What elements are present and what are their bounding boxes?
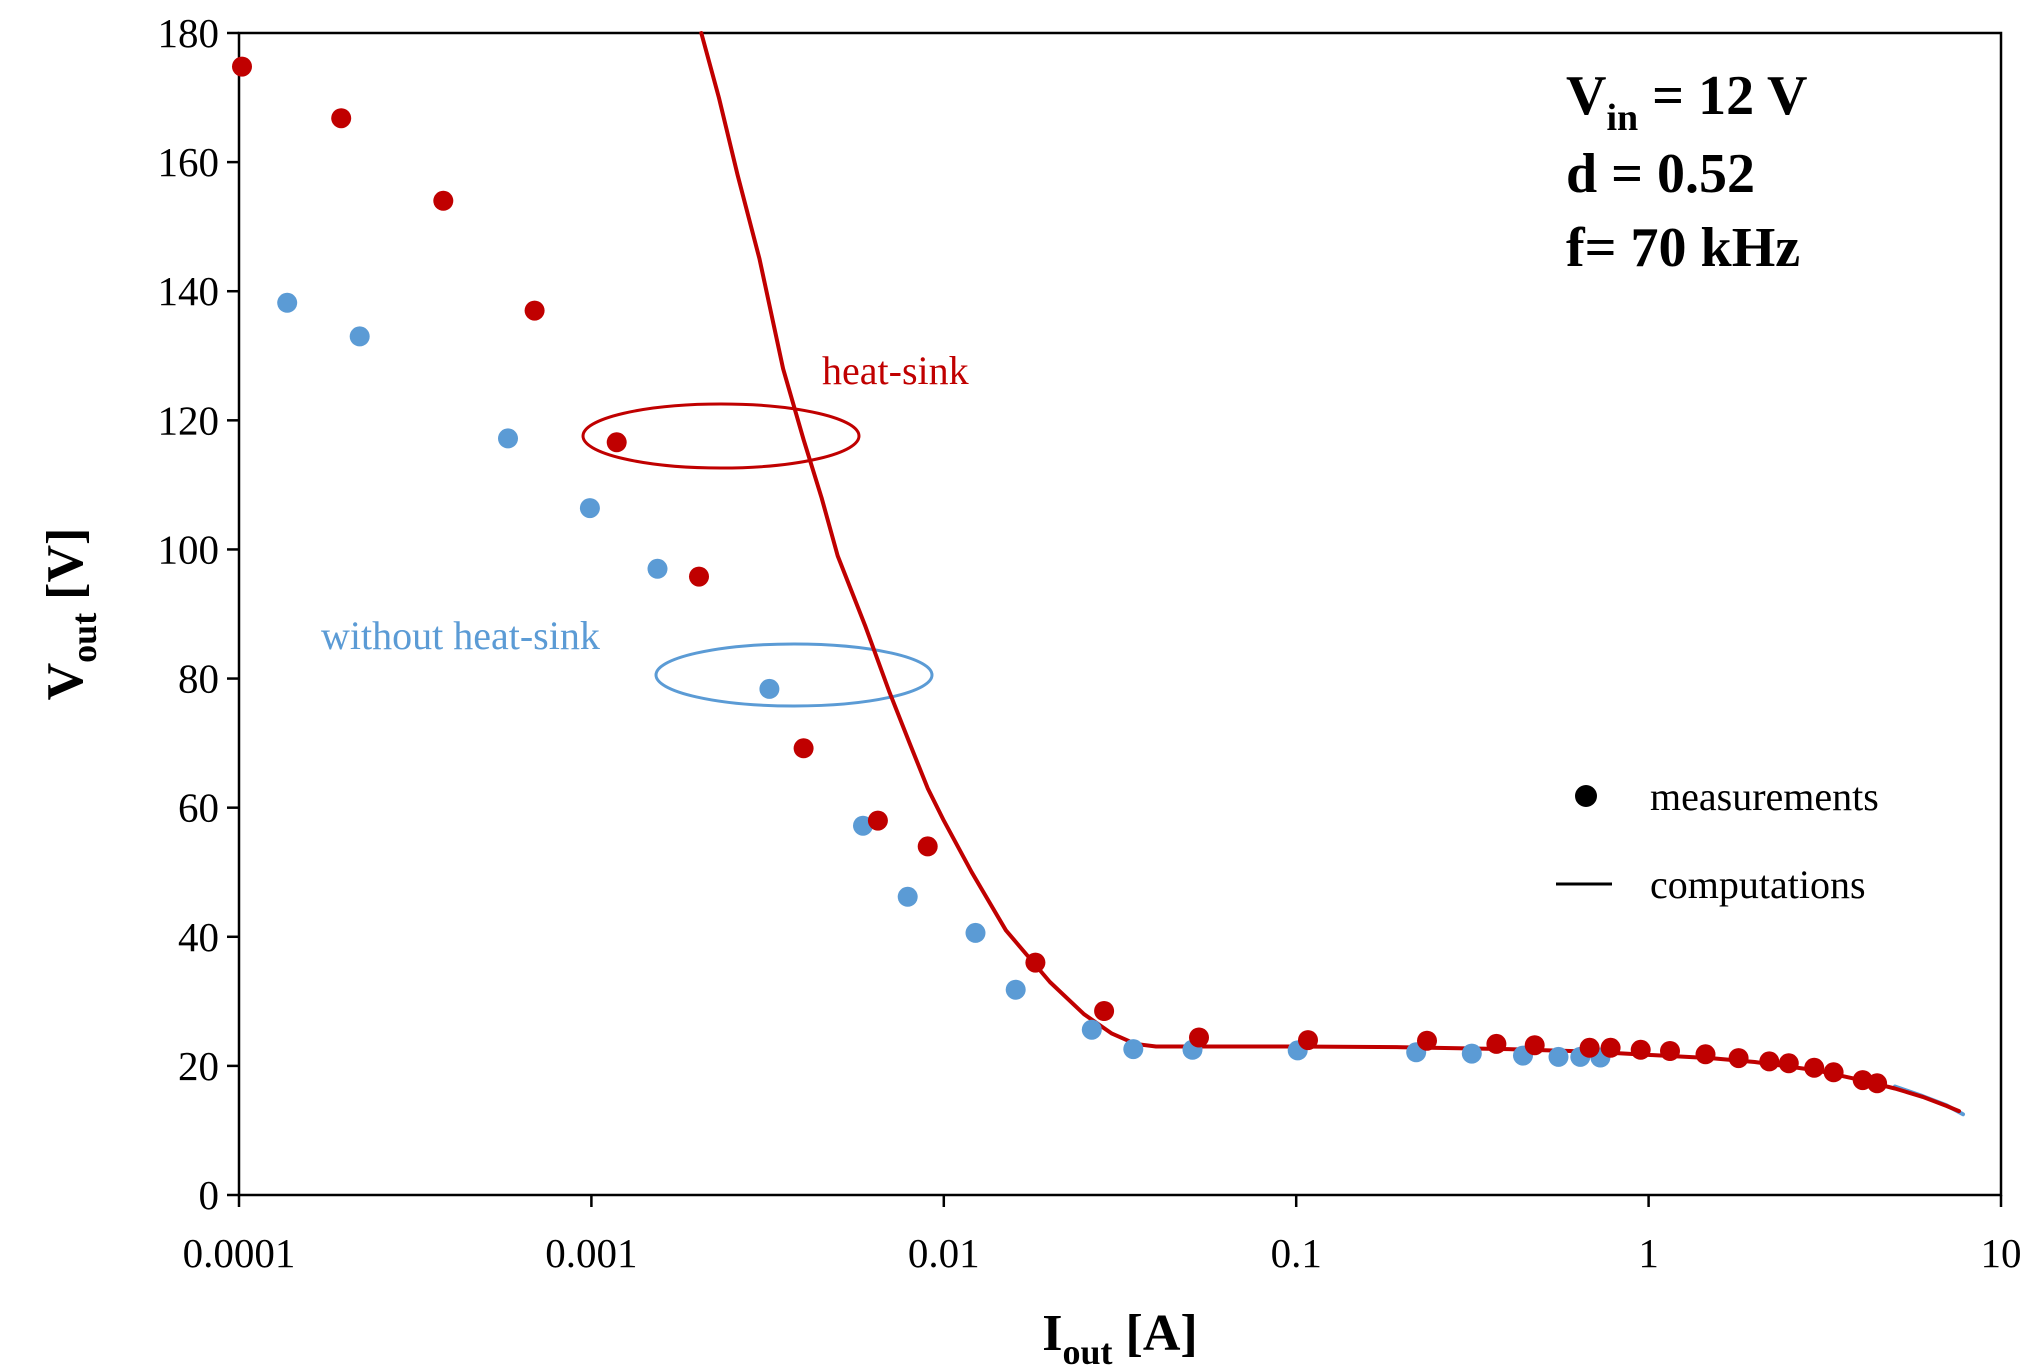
y-tick-label: 180 bbox=[158, 10, 220, 56]
y-axis-title-main: V bbox=[37, 663, 94, 701]
data-point bbox=[1486, 1033, 1507, 1054]
x-axis-title-sub: out bbox=[1063, 1332, 1113, 1371]
legend: measurements computations bbox=[1556, 774, 1879, 907]
vin-subscript: in bbox=[1606, 97, 1638, 139]
vin-main: V bbox=[1566, 65, 1606, 127]
y-tick-label: 120 bbox=[158, 397, 220, 443]
y-tick-label: 20 bbox=[178, 1043, 219, 1089]
vin-parameter: Vin = 12 V bbox=[1566, 65, 1808, 139]
legend-measurements-label: measurements bbox=[1650, 774, 1879, 819]
data-point bbox=[917, 836, 938, 857]
data-point bbox=[793, 738, 814, 759]
data-point bbox=[579, 498, 600, 519]
data-point bbox=[1600, 1037, 1621, 1058]
data-point bbox=[1548, 1046, 1569, 1067]
series-layer bbox=[232, 31, 1965, 1117]
data-point bbox=[1524, 1035, 1545, 1056]
data-point bbox=[1005, 979, 1026, 1000]
y-tick-label: 160 bbox=[158, 139, 220, 185]
x-tick-label: 0.1 bbox=[1271, 1230, 1322, 1276]
x-axis-title-main: I bbox=[1042, 1305, 1062, 1362]
data-point bbox=[1778, 1053, 1799, 1074]
data-point bbox=[647, 558, 668, 579]
legend-dot-marker bbox=[1575, 785, 1597, 807]
x-tick-label: 0.01 bbox=[908, 1230, 980, 1276]
data-point bbox=[331, 108, 352, 129]
data-point bbox=[1804, 1057, 1825, 1078]
data-point bbox=[1461, 1043, 1482, 1064]
data-point bbox=[759, 678, 780, 699]
y-tick-label: 60 bbox=[178, 785, 219, 831]
data-point bbox=[277, 292, 298, 313]
data-point bbox=[1695, 1044, 1716, 1065]
heat-sink-label: heat-sink bbox=[822, 348, 969, 393]
y-tick-label: 140 bbox=[158, 268, 220, 314]
x-tick-label: 0.001 bbox=[545, 1230, 637, 1276]
x-tick-label: 1 bbox=[1638, 1230, 1659, 1276]
x-axis-ticks: 0.0001 0.001 0.01 0.1 1 10 bbox=[183, 1195, 2022, 1276]
data-point bbox=[1189, 1027, 1209, 1048]
duty-cycle-parameter: d = 0.52 bbox=[1566, 143, 1755, 205]
data-point bbox=[1417, 1030, 1437, 1051]
vin-value: = 12 V bbox=[1638, 65, 1807, 127]
y-axis-title: Vout [V] bbox=[37, 528, 104, 701]
data-point bbox=[606, 432, 627, 453]
y-tick-label: 0 bbox=[199, 1172, 220, 1218]
heat-sink-ellipse bbox=[581, 402, 861, 470]
data-point bbox=[867, 810, 888, 831]
data-point bbox=[1660, 1041, 1680, 1061]
y-axis-title-unit: [V] bbox=[37, 528, 94, 613]
data-point bbox=[965, 922, 986, 943]
data-point bbox=[1025, 952, 1046, 973]
data-point bbox=[1298, 1030, 1318, 1051]
data-point bbox=[232, 56, 252, 77]
y-tick-label: 40 bbox=[178, 914, 219, 960]
data-point bbox=[1630, 1039, 1651, 1060]
x-axis-title-unit: [A] bbox=[1113, 1305, 1198, 1362]
data-point bbox=[1123, 1039, 1144, 1060]
legend-computations-label: computations bbox=[1650, 862, 1866, 907]
data-point bbox=[1759, 1051, 1780, 1072]
data-point bbox=[1579, 1037, 1600, 1058]
y-axis-ticks: 0 20 40 60 80 100 120 140 160 180 bbox=[158, 10, 239, 1218]
data-point bbox=[498, 428, 518, 449]
data-point bbox=[1728, 1048, 1749, 1069]
data-point bbox=[524, 300, 545, 321]
data-point bbox=[1823, 1062, 1844, 1083]
data-point bbox=[1867, 1073, 1888, 1094]
plot-frame bbox=[237, 31, 2003, 1197]
data-point bbox=[349, 326, 370, 347]
y-tick-label: 80 bbox=[178, 656, 219, 702]
x-tick-label: 10 bbox=[1981, 1230, 2022, 1276]
data-point bbox=[689, 566, 709, 587]
data-point bbox=[433, 190, 454, 211]
without-heat-sink-label: without heat-sink bbox=[321, 613, 600, 658]
data-point bbox=[1094, 1001, 1115, 1021]
data-point bbox=[897, 886, 918, 907]
y-axis-title-sub: out bbox=[64, 613, 104, 663]
x-tick-label: 0.0001 bbox=[183, 1230, 296, 1276]
without-heat-sink-ellipse bbox=[654, 642, 934, 708]
data-point bbox=[1081, 1019, 1102, 1040]
y-tick-label: 100 bbox=[158, 526, 220, 572]
frequency-parameter: f= 70 kHz bbox=[1566, 217, 1800, 279]
x-axis-title: Iout [A] bbox=[1042, 1305, 1197, 1371]
